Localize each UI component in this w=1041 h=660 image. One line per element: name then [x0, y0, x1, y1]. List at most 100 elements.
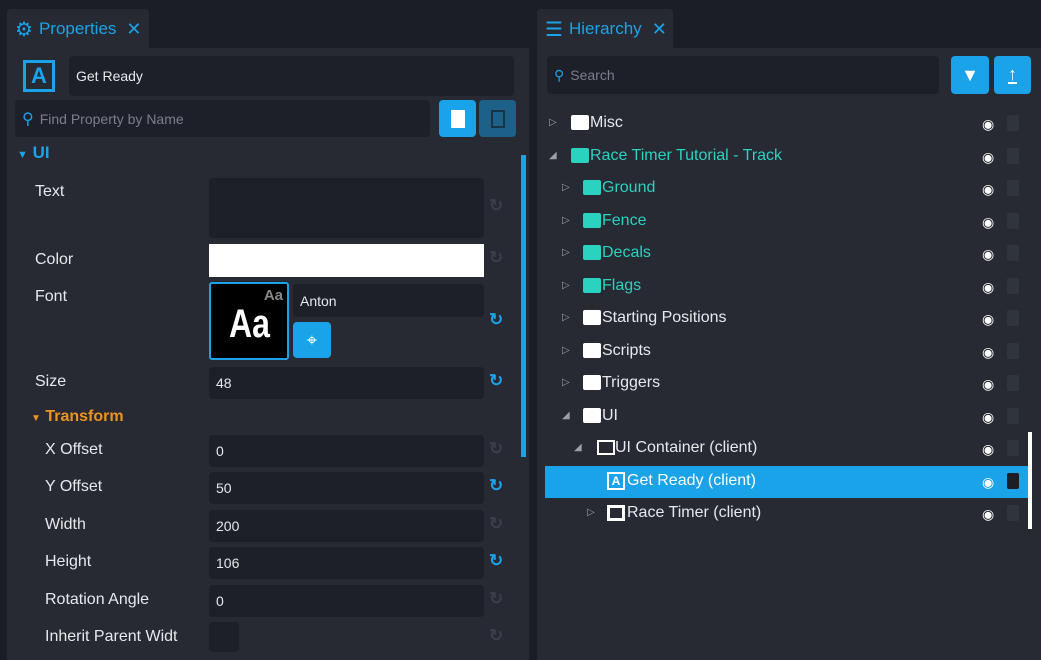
eye-icon[interactable]: ◉ [982, 376, 995, 392]
lock-icon[interactable] [1007, 115, 1019, 131]
hierarchy-item-name: Decals [602, 244, 651, 261]
lock-icon[interactable] [1007, 277, 1019, 294]
hierarchy-item-name: Race Timer Tutorial - Track [590, 146, 783, 164]
hierarchy-item-name: Fence [602, 211, 647, 229]
eye-icon[interactable]: ◉ [982, 116, 995, 132]
eye-icon[interactable]: ◉ [982, 506, 995, 522]
lock-icon[interactable] [1007, 375, 1019, 391]
find-property-input[interactable]: ⚲ Find Property by Name [15, 100, 430, 137]
tab-hierarchy[interactable]: ☰ Hierarchy ✕ [537, 9, 673, 49]
inherit-parent-width-checkbox[interactable] [209, 622, 239, 652]
lock-icon[interactable] [1007, 505, 1019, 521]
close-icon[interactable]: ✕ [651, 18, 667, 39]
section-ui-header[interactable]: ▼ UI [17, 143, 50, 162]
hierarchy-item[interactable]: A Get Ready (client) ◉ [545, 465, 1029, 498]
upload-button[interactable]: ↑ [994, 56, 1031, 94]
section-transform-header[interactable]: ▼ Transform [31, 408, 124, 425]
tab-label: Properties [38, 19, 117, 38]
text-field[interactable] [209, 178, 484, 238]
reset-icon: ↻ [489, 439, 504, 458]
hierarchy-item[interactable]: ◢ Race Timer Tutorial - Track ◉ [545, 141, 1029, 173]
lock-icon[interactable] [1007, 440, 1019, 456]
reset-icon[interactable]: ↻ [489, 476, 504, 495]
lock-icon[interactable] [1007, 407, 1019, 424]
font-preview[interactable]: Aa Aa [209, 282, 289, 360]
property-value-field[interactable]: 200 [209, 510, 484, 542]
collapsed-arrow-icon[interactable]: ▷ [562, 182, 570, 193]
folder-icon [583, 212, 601, 228]
eye-icon[interactable]: ◉ [982, 441, 995, 457]
font-aa-icon: Aa [263, 287, 283, 304]
collapsed-arrow-icon[interactable]: ▷ [562, 377, 570, 388]
hierarchy-item[interactable]: ◢ UI Container (client) ◉ [545, 433, 1029, 465]
property-value-field[interactable]: 0 [209, 585, 484, 617]
lock-icon[interactable] [1007, 472, 1019, 489]
property-label: Width [45, 516, 86, 533]
lock-icon[interactable] [1007, 342, 1019, 359]
hierarchy-item[interactable]: ▷ Decals ◉ [545, 238, 1029, 270]
hierarchy-item-name: Triggers [602, 374, 661, 391]
eye-icon[interactable]: ◉ [982, 278, 995, 295]
font-name-field[interactable]: Anton [293, 284, 484, 317]
hierarchy-panel [537, 48, 1041, 660]
eye-icon[interactable]: ◉ [982, 311, 995, 327]
eye-icon[interactable]: ◉ [982, 246, 995, 262]
text-object-icon: A [23, 60, 55, 92]
property-value-field[interactable]: 50 [209, 472, 484, 504]
folder-icon [583, 375, 601, 390]
hierarchy-item[interactable]: ▷ Flags ◉ [545, 271, 1029, 303]
font-browse-button[interactable]: ⌖ [293, 322, 331, 358]
reset-icon[interactable]: ↻ [489, 310, 504, 329]
hierarchy-item[interactable]: ▷ Fence ◉ [545, 206, 1029, 238]
lock-icon[interactable] [1007, 245, 1019, 261]
eye-icon[interactable]: ◉ [982, 213, 995, 230]
property-value-field[interactable]: 106 [209, 547, 484, 579]
collapsed-arrow-icon[interactable]: ▷ [587, 507, 595, 518]
eye-icon[interactable]: ◉ [982, 148, 995, 165]
collapsed-arrow-icon[interactable]: ▷ [562, 279, 570, 291]
property-value-field[interactable]: 0 [209, 435, 484, 467]
expanded-arrow-icon[interactable]: ◢ [549, 149, 557, 161]
hierarchy-item[interactable]: ▷ Ground ◉ [545, 173, 1029, 205]
color-swatch[interactable] [209, 244, 484, 277]
reset-icon: ↻ [489, 589, 504, 608]
eye-icon[interactable]: ◉ [982, 343, 995, 360]
lock-icon[interactable] [1007, 310, 1019, 326]
lock-icon[interactable] [1007, 147, 1019, 164]
tab-properties[interactable]: ⚙ Properties ✕ [7, 9, 149, 49]
properties-scrollbar[interactable] [521, 155, 526, 457]
expanded-arrow-icon[interactable]: ◢ [574, 442, 582, 453]
close-icon[interactable]: ✕ [126, 18, 142, 39]
hierarchy-scrollbar[interactable] [1028, 432, 1032, 529]
caret-down-icon: ▼ [17, 149, 28, 161]
hierarchy-item[interactable]: ▷ Starting Positions ◉ [545, 303, 1029, 335]
collapsed-arrow-icon[interactable]: ▷ [562, 312, 570, 323]
reset-icon[interactable]: ↻ [489, 371, 504, 390]
lock-icon[interactable] [1007, 180, 1019, 196]
eye-icon[interactable]: ◉ [982, 181, 995, 197]
collapsed-arrow-icon[interactable]: ▷ [562, 214, 570, 226]
collapsed-arrow-icon[interactable]: ▷ [549, 117, 557, 128]
copy-button[interactable] [439, 100, 476, 137]
hierarchy-item[interactable]: ◢ UI ◉ [545, 401, 1029, 433]
hierarchy-item[interactable]: ▷ Scripts ◉ [545, 336, 1029, 368]
hierarchy-item-name: Get Ready (client) [627, 471, 756, 489]
lock-icon[interactable] [1007, 212, 1019, 229]
clipboard-icon [490, 109, 505, 128]
filter-button[interactable]: ▼ [951, 56, 989, 94]
hierarchy-item[interactable]: ▷ Misc ◉ [545, 108, 1029, 140]
hierarchy-item[interactable]: ▷ Triggers ◉ [545, 368, 1029, 400]
object-name-field[interactable]: Get Ready [69, 56, 514, 96]
paste-button[interactable] [479, 100, 516, 137]
eye-icon[interactable]: ◉ [982, 408, 995, 425]
eye-icon[interactable]: ◉ [982, 473, 995, 490]
document-icon [450, 109, 465, 128]
container-icon [597, 440, 615, 455]
hierarchy-search-input[interactable]: ⚲ Search [547, 56, 939, 94]
collapsed-arrow-icon[interactable]: ▷ [562, 344, 570, 356]
collapsed-arrow-icon[interactable]: ▷ [562, 247, 570, 258]
expanded-arrow-icon[interactable]: ◢ [562, 409, 570, 421]
property-value-field[interactable]: 48 [209, 367, 484, 399]
reset-icon[interactable]: ↻ [489, 551, 504, 570]
hierarchy-item[interactable]: ▷ Race Timer (client) ◉ [545, 498, 1029, 530]
